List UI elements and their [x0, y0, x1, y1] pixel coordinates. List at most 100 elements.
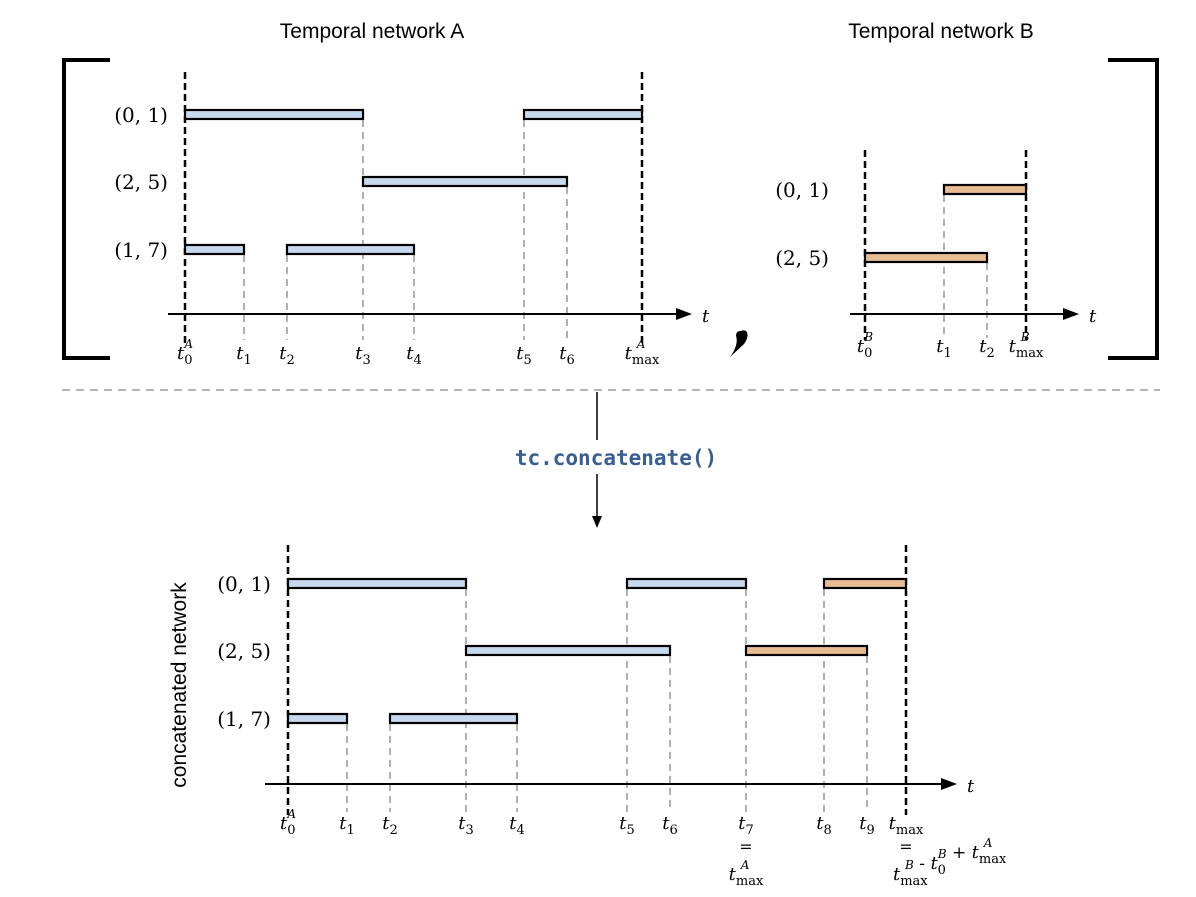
concat-edge-25-1 [464, 644, 672, 657]
concat-tmax-formula-term-0-base: t [893, 864, 901, 885]
network-a-tick-6-sub: 6 [566, 353, 574, 368]
network-b-tick-2-base: t [979, 336, 987, 357]
network-a-node-label-2: (1, 7) [114, 238, 168, 262]
concat-tmax-formula-term-4-sup: A [983, 836, 993, 850]
guide-lines-layer [243, 120, 988, 812]
concat-axis-arrowhead [941, 778, 957, 790]
concat-tick-4-base: t [509, 813, 517, 834]
network-a-edge-17-1 [183, 243, 246, 256]
concat-tick-0-sup: A [286, 807, 296, 821]
network-a-node-label-0: (0, 1) [114, 103, 168, 127]
network-b-tick-3-base: t [1009, 336, 1017, 357]
axes-layer [168, 308, 1079, 790]
function-call-label: tc.concatenate() [515, 446, 717, 470]
concat-tick-3-base: t [458, 813, 466, 834]
network-a-tick-2: t2 [279, 343, 295, 368]
concat-t7-equals: = [739, 837, 752, 856]
network-a-node-label-1: (2, 5) [114, 170, 168, 194]
concat-tick-10: tmax [889, 813, 924, 838]
network-a-tick-0-base: t [177, 343, 185, 364]
concat-tick-0: t0 A [280, 807, 296, 838]
network-b-tick-2: t2 [979, 336, 995, 361]
edges-layer [183, 108, 1028, 725]
right-bracket [1108, 58, 1159, 360]
concat-node-label-2: (1, 7) [217, 707, 271, 731]
concat-tick-6: t6 [662, 813, 678, 838]
network-b-tick-0: t0 B [857, 330, 873, 361]
network-b-edge-01 [942, 183, 1028, 196]
concat-tick-2-base: t [382, 813, 390, 834]
network-b-node-label-0: (0, 1) [775, 178, 829, 202]
network-a-tick-5-base: t [516, 343, 524, 364]
network-b-tick-1: t1 [936, 336, 952, 361]
concat-tick-0-sub: 0 [287, 823, 295, 838]
labels-layer: Temporal network A(0, 1)(2, 5)(1, 7)tt0A… [114, 20, 1097, 889]
network-a-edge-01-2 [522, 108, 644, 121]
network-b-tick-3-sup: B [1020, 330, 1030, 344]
concat-tick-0-base: t [280, 813, 288, 834]
network-b-tick-0-sub: 0 [864, 346, 872, 361]
concat-t7-note-sup: A [740, 858, 750, 872]
panel-separator-comma [730, 330, 748, 357]
left-bracket [62, 58, 110, 360]
network-a-tick-7: tmax A [625, 337, 660, 368]
network-a-edge-17-2 [285, 243, 416, 256]
concat-tmax-formula-term-2-base: t [930, 853, 938, 874]
network-a-tick-0-sub: 0 [184, 353, 192, 368]
network-b-tick-3: tmax B [1009, 330, 1044, 361]
concat-tick-8: t8 [816, 813, 832, 838]
network-a-axis-arrowhead [676, 308, 692, 320]
network-b-tick-1-sub: 1 [943, 346, 951, 361]
concat-tick-7-base: t [738, 813, 746, 834]
concat-tick-5: t5 [619, 813, 635, 838]
concat-edge-25-2 [744, 644, 869, 657]
title-network-a: Temporal network A [280, 20, 464, 43]
concat-tick-3-sub: 3 [465, 823, 473, 838]
boundary-lines-layer [183, 72, 1028, 815]
flow-arrowhead [592, 516, 602, 528]
concat-node-label-1: (2, 5) [217, 639, 271, 663]
network-a-tick-3-sub: 3 [362, 353, 370, 368]
concat-tick-8-sub: 8 [823, 823, 831, 838]
concat-tick-4-sub: 4 [516, 823, 524, 838]
concat-edge-17-1 [286, 712, 349, 725]
concat-edge-01-2 [625, 577, 748, 590]
network-b-tick-0-sup: B [863, 330, 873, 344]
concat-tick-1-sub: 1 [346, 823, 354, 838]
concat-tick-3: t3 [458, 813, 474, 838]
network-b-node-label-1: (2, 5) [775, 246, 829, 270]
concat-t7-note-sub: max [736, 874, 764, 889]
concat-tmax-formula-term-2-sub: 0 [938, 863, 946, 878]
concat-t7-note-base: t [729, 864, 737, 885]
network-a-edge-25-1 [361, 175, 569, 188]
concat-tmax-formula-term-4-sub: max [979, 852, 1007, 867]
network-a-tick-2-sub: 2 [286, 353, 294, 368]
concat-tmax-formula-term-4-base: t [972, 842, 980, 863]
network-a-tick-7-sub: max [632, 353, 660, 368]
network-a-tick-3: t3 [355, 343, 371, 368]
decor-layer [62, 58, 1160, 528]
concat-tick-7-sub: 7 [745, 823, 753, 838]
concat-tick-9-sub: 9 [866, 823, 874, 838]
concat-tick-8-base: t [816, 813, 824, 834]
concat-tick-4: t4 [509, 813, 525, 838]
concat-tick-10-base: t [889, 813, 897, 834]
network-a-tick-5-sub: 5 [523, 353, 531, 368]
network-b-axis-label: t [1089, 306, 1097, 327]
network-a-tick-5: t5 [516, 343, 532, 368]
network-a-tick-1: t1 [236, 343, 252, 368]
concat-tick-7: t7 [738, 813, 754, 838]
network-a-tick-4-base: t [406, 343, 414, 364]
network-b-edge-25 [863, 251, 989, 264]
network-a-tick-1-base: t [236, 343, 244, 364]
network-a-tick-4: t4 [406, 343, 422, 368]
network-a-tick-2-base: t [279, 343, 287, 364]
network-b-axis-arrowhead [1063, 308, 1079, 320]
concat-tmax-formula-op-1: - [914, 854, 931, 874]
concat-tmax-formula-term-0-sup: B [904, 858, 914, 872]
concat-tmax-formula-term-2-sup: B [937, 847, 947, 861]
concat-edge-01-1 [286, 577, 468, 590]
concat-tick-6-sub: 6 [669, 823, 677, 838]
network-b-tick-0-base: t [857, 336, 865, 357]
